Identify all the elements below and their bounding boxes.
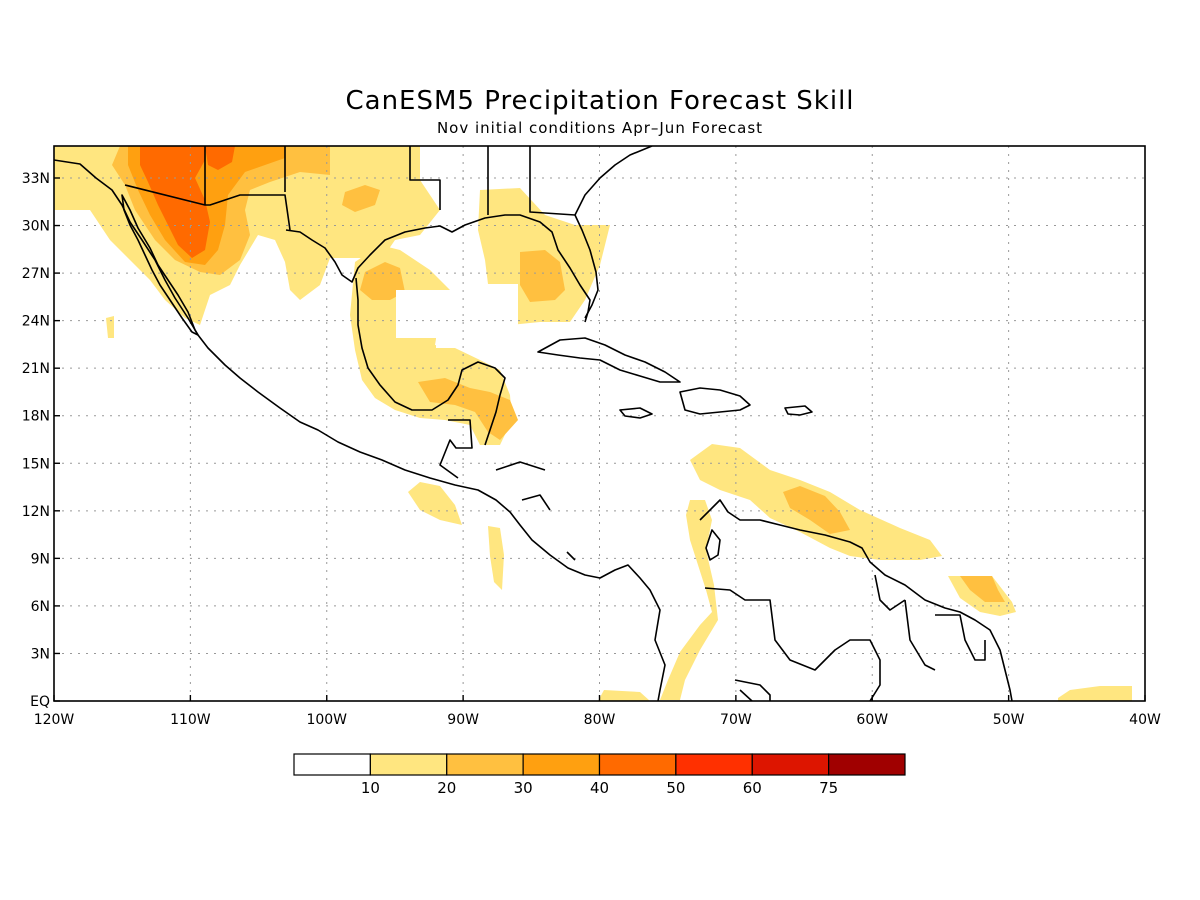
- lon-label: 100W: [306, 712, 347, 728]
- mask-gulf-center: [396, 284, 518, 348]
- shade-yucatan: [418, 378, 518, 440]
- coast-hispaniola: [679, 387, 751, 415]
- coast-baja: [121, 194, 199, 336]
- legend-swatch: [446, 753, 524, 776]
- lon-label: 90W: [447, 712, 479, 728]
- coast-lake-maracaibo: [705, 529, 721, 561]
- legend-label: 50: [666, 779, 685, 797]
- shade-texas-small: [342, 185, 380, 212]
- legend-label: 40: [590, 779, 609, 797]
- coast-gulf-of-mexico: [285, 214, 591, 323]
- border-us-states: [204, 146, 576, 216]
- lat-label: 27N: [22, 266, 50, 282]
- legend-label: 75: [819, 779, 838, 797]
- lat-label: 24N: [22, 314, 50, 330]
- coast-puerto-rico: [784, 405, 813, 416]
- lat-label: 30N: [22, 219, 50, 235]
- map-subtitle: Nov initial conditions Apr–Jun Forecast: [436, 119, 764, 137]
- legend-swatch: [675, 753, 753, 776]
- lat-label: 33N: [22, 171, 50, 187]
- lon-label: 70W: [720, 712, 752, 728]
- lon-label: 50W: [993, 712, 1025, 728]
- legend-label: 30: [514, 779, 533, 797]
- border-central-america: [439, 419, 576, 561]
- lat-label: 3N: [31, 646, 50, 662]
- lon-label: 110W: [170, 712, 211, 728]
- legend-swatch: [751, 753, 830, 776]
- coast-jamaica: [619, 407, 653, 419]
- skill-mask: [396, 284, 518, 348]
- lon-label: 80W: [584, 712, 616, 728]
- lon-label: 120W: [34, 712, 75, 728]
- coast-florida-east: [574, 214, 599, 319]
- legend-label: 10: [361, 779, 380, 797]
- shade-florida-core: [520, 250, 565, 302]
- color-legend: 10 20 30 40 50 60 75: [293, 753, 906, 797]
- lat-label: 9N: [31, 551, 50, 567]
- shade-sw-us-peak: [140, 146, 210, 258]
- shade-equator-center: [598, 690, 650, 701]
- coast-south-america-north: [699, 499, 1013, 701]
- shade-gulf-west: [360, 262, 405, 300]
- legend-swatch: [522, 753, 601, 776]
- shade-equator-east: [1058, 686, 1132, 701]
- legend-swatch: [828, 753, 906, 776]
- skill-level-40-50: [140, 146, 235, 258]
- legend-swatch: [598, 753, 677, 776]
- lat-label: EQ: [30, 694, 50, 710]
- border-mexico-us: [124, 184, 291, 231]
- shade-venezuela-coast: [783, 486, 850, 534]
- graticule: [54, 146, 1145, 701]
- legend-label: 20: [437, 779, 456, 797]
- lat-label: 6N: [31, 599, 50, 615]
- shade-sonora-small: [106, 316, 114, 338]
- legend-swatch: [369, 753, 448, 776]
- lat-label: 21N: [22, 361, 50, 377]
- legend-label: 60: [743, 779, 762, 797]
- lat-label: 18N: [22, 409, 50, 425]
- lat-label: 12N: [22, 504, 50, 520]
- coastlines: [54, 146, 1013, 701]
- shade-pacific-guatemala: [408, 482, 462, 525]
- map-axes: 33N 30N 27N 24N 21N 18N 15N 12N 9N 6N 3N EQ 120W 110W…: [22, 171, 1161, 728]
- lon-label: 60W: [856, 712, 888, 728]
- lon-label: 40W: [1129, 712, 1161, 728]
- coast-mexico-gulf-west: [355, 277, 506, 446]
- lat-label: 15N: [22, 456, 50, 472]
- shade-atlantic-core: [960, 576, 1005, 602]
- coast-cuba: [537, 337, 681, 383]
- legend-swatch: [293, 753, 371, 776]
- border-south-america: [704, 574, 986, 701]
- shade-arizona-peak: [205, 146, 235, 170]
- coast-us-atlantic: [574, 146, 653, 216]
- shade-colombia-band: [660, 500, 718, 700]
- map-title: CanESM5 Precipitation Forecast Skill: [345, 86, 855, 116]
